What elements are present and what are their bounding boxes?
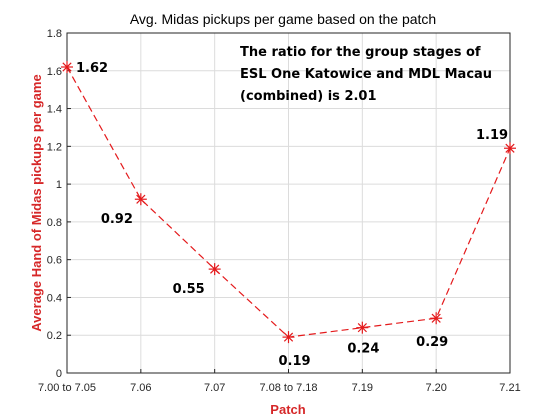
marker-stroke (505, 143, 515, 153)
data-label: 1.62 (76, 61, 108, 76)
data-label: 0.24 (347, 342, 379, 357)
x-tick-label: 7.00 to 7.05 (38, 382, 96, 394)
y-tick-label: 1.8 (47, 28, 62, 40)
data-point-marker (134, 193, 147, 206)
annotation-line-1: The ratio for the group stages of (240, 45, 481, 60)
data-point-marker (356, 321, 369, 334)
y-tick-label: 1.4 (47, 104, 62, 116)
x-tick-label: 7.21 (499, 382, 520, 394)
y-tick-label: 1 (56, 179, 62, 191)
marker-stroke (283, 332, 294, 342)
series-layer (61, 61, 516, 344)
x-tick-label: 7.20 (425, 382, 446, 394)
marker-stroke (136, 194, 146, 204)
data-point-marker (504, 142, 516, 155)
y-tick-label: 0.8 (47, 217, 62, 229)
data-label: 0.55 (173, 282, 205, 297)
y-tick-label: 0.4 (47, 292, 62, 304)
x-tick-label: 7.08 to 7.18 (259, 382, 317, 394)
data-point-marker (208, 263, 221, 276)
x-tick-label: 7.07 (204, 382, 225, 394)
x-tick-label: 7.06 (130, 382, 151, 394)
data-label: 0.19 (279, 354, 311, 369)
marker-stroke (210, 264, 220, 274)
data-point-marker (282, 331, 295, 344)
data-point-marker (430, 312, 443, 325)
y-tick-label: 0.2 (47, 330, 62, 342)
annotation-line-3: (combined) is 2.01 (240, 89, 377, 104)
x-tick-label: 7.19 (352, 382, 373, 394)
y-tick-label: 1.6 (47, 66, 62, 78)
y-axis-label: Average Hand of Midas pickups per game (29, 74, 44, 331)
data-labels: 1.62 0.92 0.55 0.19 0.24 0.29 1.19 (76, 61, 508, 369)
x-axis-ticks: 7.00 to 7.05 7.06 7.07 7.08 to 7.18 7.19 7.20… (38, 369, 521, 394)
grid-lines (67, 33, 510, 373)
x-axis-label: Patch (270, 402, 305, 417)
marker-stroke (62, 62, 72, 72)
data-label: 0.29 (416, 335, 448, 350)
annotation-line-2: ESL One Katowice and MDL Macau (240, 67, 492, 82)
data-point-marker (61, 61, 73, 73)
chart-title: Avg. Midas pickups per game based on the… (130, 11, 436, 27)
y-tick-label: 1.2 (47, 141, 62, 153)
marker-stroke (431, 313, 441, 323)
y-tick-label: 0 (56, 368, 62, 380)
marker-stroke (357, 323, 367, 333)
data-label: 1.19 (476, 128, 508, 143)
data-label: 0.92 (101, 212, 133, 227)
y-axis-ticks: 0 0.2 0.4 0.6 0.8 1 1.2 1.4 1.6 1.8 (47, 28, 71, 380)
y-tick-label: 0.6 (47, 255, 62, 267)
